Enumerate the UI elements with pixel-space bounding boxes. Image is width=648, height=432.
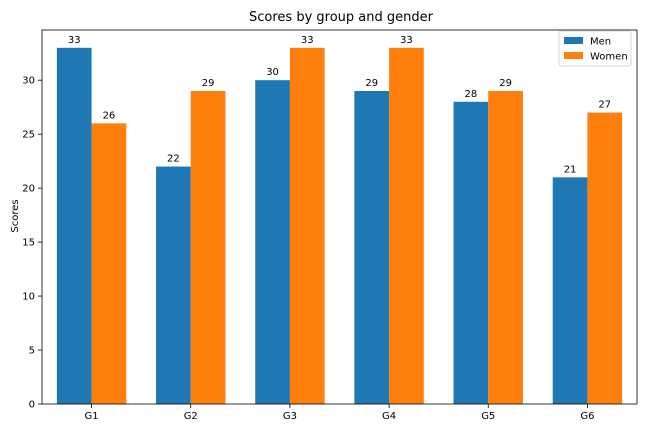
y-tick-label-10: 10	[22, 292, 35, 303]
data-label-men-g1: 33	[68, 35, 81, 46]
data-label-men-g4: 29	[365, 78, 378, 89]
bar-women-g2	[190, 90, 226, 404]
bar-men-g2	[156, 166, 191, 404]
chart-title: Scores by group and gender	[249, 10, 434, 25]
data-label-women-g3: 33	[301, 35, 314, 46]
data-label-women-g6: 27	[598, 100, 611, 111]
y-axis-label: Scores	[10, 199, 21, 232]
data-label-men-g5: 28	[465, 89, 478, 100]
data-label-women-g5: 29	[499, 78, 512, 89]
bar-men-g3	[255, 80, 290, 404]
data-label-men-g6: 21	[564, 164, 577, 175]
data-label-men-g3: 30	[266, 67, 279, 78]
x-tick-label-g1: G1	[85, 411, 99, 422]
bar-men-g1	[56, 47, 92, 405]
legend: Men Women	[558, 30, 632, 67]
legend-swatch-men	[564, 37, 583, 44]
x-tick-label-g5: G5	[481, 411, 495, 422]
legend-swatch-women	[564, 52, 583, 59]
axes-frame	[41, 29, 638, 405]
legend-label-women: Women	[590, 52, 628, 63]
x-tick-label-g6: G6	[580, 411, 594, 422]
y-tick-label-25: 25	[22, 130, 35, 141]
x-tick-label-g3: G3	[283, 411, 297, 422]
bar-men-g6	[552, 177, 588, 404]
y-tick-label-20: 20	[22, 184, 35, 195]
y-tick-label-0: 0	[29, 400, 35, 411]
bar-women-g6	[587, 112, 623, 405]
legend-label-men: Men	[590, 37, 611, 48]
bar-men-g5	[453, 101, 489, 405]
y-tick-label-5: 5	[29, 346, 35, 357]
data-label-men-g2: 22	[167, 154, 180, 165]
x-tick-label-g2: G2	[184, 411, 198, 422]
bar-women-g1	[91, 123, 127, 404]
y-tick-label-30: 30	[22, 76, 35, 87]
data-label-women-g2: 29	[202, 78, 215, 89]
bar-women-g5	[488, 90, 523, 404]
data-label-women-g4: 33	[400, 35, 413, 46]
bar-women-g3	[289, 47, 325, 405]
plot-area: 33 22 30 29 28 21 26 29 33 33 29 27 G1 G2 G3 G4 G5 G6 0 5 10…	[22, 29, 638, 422]
bar-men-g4	[354, 90, 390, 404]
y-tick-label-15: 15	[22, 238, 35, 249]
x-tick-label-g4: G4	[382, 411, 396, 422]
data-label-women-g1: 26	[103, 110, 116, 121]
bar-women-g4	[389, 47, 424, 405]
